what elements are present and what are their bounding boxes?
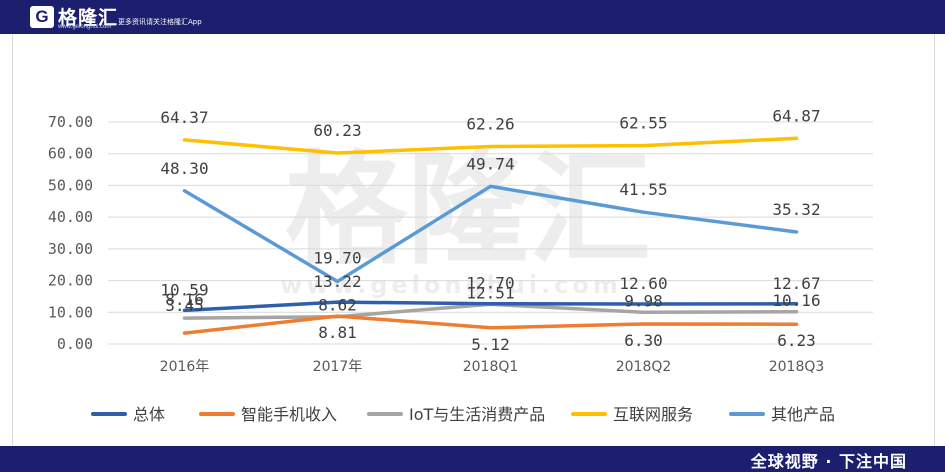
series-lines — [182, 136, 799, 335]
brand-slogan: 更多资讯请关注格隆汇App — [118, 18, 202, 26]
y-axis: 0.00 10.00 20.00 30.00 40.00 50.00 60.00 70.00 — [48, 113, 93, 353]
data-label: 41.55 — [619, 180, 667, 199]
watermark-url: www.gelonghui.com — [280, 271, 622, 299]
logo-letter: G — [35, 7, 49, 26]
data-label: 12.67 — [772, 274, 820, 293]
data-label: 48.30 — [160, 159, 208, 178]
data-label: 9.98 — [624, 291, 663, 310]
footer-bar: 全球视野 · 下注中国 — [0, 446, 945, 472]
brand-name: 格隆汇 — [58, 7, 119, 29]
data-label: 62.55 — [619, 114, 667, 133]
legend: 总体 智能手机收入 IoT与生活消费产品 互联网服务 其他产品 — [91, 405, 835, 424]
legend-label-4: 其他产品 — [771, 405, 835, 424]
x-axis: 2016年 2017年 2018Q1 2018Q2 2018Q3 — [160, 359, 825, 375]
line-chart: 格隆汇 www.gelonghui.com 0.00 10.00 20.00 30.0… — [48, 106, 873, 424]
x-tick-label: 2016年 — [160, 359, 210, 375]
header-bar: G 格隆汇 www.gelonghui.com 更多资讯请关注格隆汇App — [0, 0, 945, 34]
footer-slogan: 全球视野 · 下注中国 — [750, 452, 907, 471]
chart-card: 格隆汇 www.gelonghui.com 0.00 10.00 20.00 30.0… — [12, 34, 935, 446]
data-label: 60.23 — [313, 121, 361, 140]
x-tick-label: 2018Q1 — [463, 359, 519, 375]
data-label: 5.12 — [471, 335, 510, 354]
data-label: 12.70 — [466, 274, 514, 293]
y-tick-label: 30.00 — [48, 240, 93, 258]
data-label: 6.30 — [624, 331, 663, 350]
legend-label-2: IoT与生活消费产品 — [409, 405, 545, 424]
series-line-3 — [182, 136, 799, 155]
y-tick-label: 50.00 — [48, 176, 93, 194]
data-label: 10.59 — [160, 280, 208, 299]
y-tick-label: 60.00 — [48, 145, 93, 163]
watermark: 格隆汇 www.gelonghui.com — [280, 139, 651, 299]
x-tick-label: 2018Q3 — [769, 359, 825, 375]
data-label: 62.26 — [466, 115, 514, 134]
series-line-0 — [182, 300, 799, 313]
data-labels: 10.59 13.22 12.70 12.60 12.67 3.45 8.81 5.12 6.3… — [160, 106, 820, 353]
data-label: 64.87 — [772, 106, 820, 125]
y-tick-label: 0.00 — [57, 335, 93, 353]
data-label: 12.51 — [466, 283, 514, 302]
data-label: 3.45 — [165, 296, 204, 315]
x-tick-label: 2018Q2 — [616, 359, 672, 375]
data-label: 12.60 — [619, 274, 667, 293]
brand-url: www.gelonghui.com — [58, 24, 112, 30]
data-label: 35.32 — [772, 200, 820, 219]
watermark-text: 格隆汇 — [285, 139, 651, 281]
data-label: 8.81 — [318, 323, 357, 342]
data-label: 8.16 — [165, 290, 204, 309]
logo-icon: G — [30, 6, 54, 28]
data-label: 19.70 — [313, 249, 361, 268]
y-tick-label: 10.00 — [48, 303, 93, 321]
data-label: 10.16 — [772, 291, 820, 310]
legend-label-1: 智能手机收入 — [241, 405, 337, 424]
data-label: 6.23 — [777, 331, 816, 350]
y-tick-label: 40.00 — [48, 208, 93, 226]
series-line-1 — [182, 314, 799, 335]
y-tick-label: 70.00 — [48, 113, 93, 131]
y-tick-label: 20.00 — [48, 272, 93, 290]
series-line-4 — [182, 184, 799, 284]
data-label: 8.62 — [318, 296, 357, 315]
legend-label-0: 总体 — [133, 405, 165, 424]
data-label: 49.74 — [466, 154, 514, 173]
data-label: 64.37 — [160, 108, 208, 127]
legend-label-3: 互联网服务 — [613, 405, 693, 424]
x-tick-label: 2017年 — [313, 359, 363, 375]
data-label: 13.22 — [313, 272, 361, 291]
